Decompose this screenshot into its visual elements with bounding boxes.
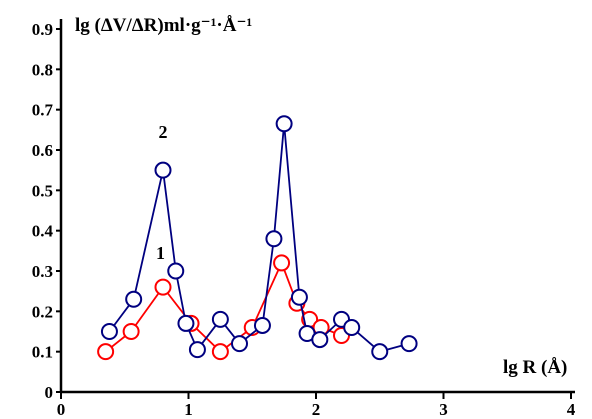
data-point — [100, 323, 118, 340]
y-tick-label: 0.5 — [32, 181, 53, 200]
data-point — [167, 262, 185, 280]
x-tick-label: 2 — [312, 400, 321, 419]
data-point — [311, 331, 329, 349]
data-point — [343, 318, 361, 336]
data-point — [211, 343, 229, 361]
labels-layer: lg (ΔV/ΔR)ml·g⁻¹·Å⁻¹ lg R (Å) 1 2 — [75, 15, 567, 378]
data-point — [265, 230, 283, 248]
data-point — [253, 316, 271, 334]
data-point — [371, 343, 389, 361]
x-axis-title: lg R (Å) — [503, 357, 567, 378]
data-point — [125, 290, 143, 308]
data-point — [177, 314, 195, 332]
data-point — [273, 254, 291, 272]
y-tick-label: 0.4 — [32, 222, 54, 241]
data-point — [211, 310, 229, 328]
curve-label: 2 — [159, 122, 168, 142]
data-point — [188, 341, 206, 359]
data-point — [400, 335, 418, 353]
y-tick-label: 0.7 — [32, 101, 54, 120]
series-2 — [100, 115, 418, 361]
data-point — [290, 288, 308, 306]
y-tick-label: 0.3 — [32, 262, 53, 281]
y-tick-label: 0.6 — [32, 141, 53, 160]
x-tick-label: 1 — [184, 400, 193, 419]
x-tick-label: 3 — [439, 400, 448, 419]
data-point — [122, 323, 140, 340]
y-tick-label: 0.1 — [32, 343, 53, 362]
data-point — [275, 115, 293, 133]
x-tick-label: 0 — [57, 400, 66, 419]
series-1 — [97, 254, 350, 361]
x-tick-label: 4 — [567, 400, 576, 419]
y-tick-label: 0.9 — [32, 20, 53, 39]
y-tick-label: 0 — [45, 383, 54, 402]
ticks: 0 0.1 0.2 0.3 0.4 0.5 0.6 0.7 0.8 0.9 0 1 2 3 4 — [32, 20, 576, 419]
series-line — [108, 123, 410, 353]
data-point — [154, 161, 172, 179]
y-axis-title: lg (ΔV/ΔR)ml·g⁻¹·Å⁻¹ — [75, 15, 252, 36]
y-tick-label: 0.2 — [32, 302, 53, 321]
curve-label: 1 — [156, 243, 165, 263]
series-layer — [97, 115, 418, 361]
data-point — [231, 335, 248, 353]
axes — [59, 19, 575, 394]
data-point — [154, 278, 172, 296]
y-tick-label: 0.8 — [32, 60, 53, 79]
data-point — [97, 343, 115, 361]
